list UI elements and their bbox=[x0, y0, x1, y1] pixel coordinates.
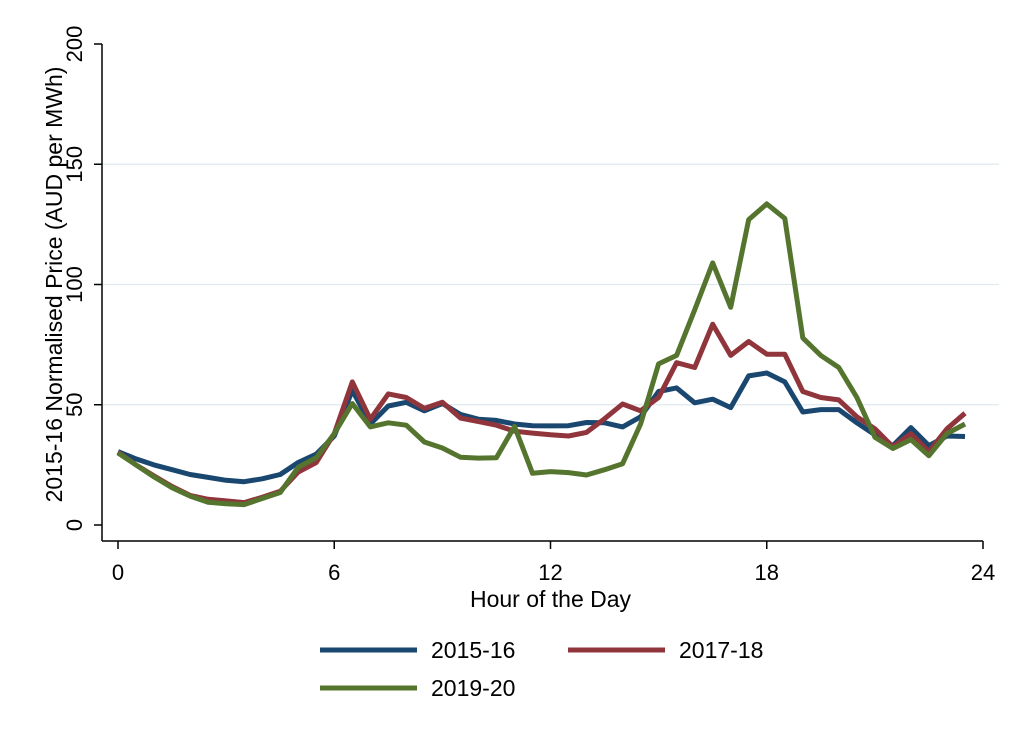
gridlines bbox=[102, 163, 999, 406]
y-tick-label: 200 bbox=[62, 26, 87, 63]
x-tick-label: 0 bbox=[112, 560, 124, 585]
y-axis-ticks: 0 50 100 150 200 bbox=[62, 26, 102, 531]
series-line-2019-20 bbox=[116, 201, 967, 508]
x-tick-label: 6 bbox=[328, 560, 340, 585]
axes bbox=[101, 44, 983, 542]
x-axis-title: Hour of the Day bbox=[470, 586, 632, 612]
legend-label: 2015-16 bbox=[431, 637, 515, 663]
x-axis-ticks: 0 6 12 18 24 bbox=[112, 541, 995, 585]
series-line-2015-16 bbox=[117, 370, 966, 485]
series-lines bbox=[116, 201, 967, 508]
y-tick-label: 0 bbox=[62, 519, 87, 531]
legend: 2015-16 2017-18 2019-20 bbox=[320, 637, 763, 701]
x-tick-label: 24 bbox=[971, 560, 995, 585]
y-axis-title: 2015-16 Normalised Price (AUD per MWh) bbox=[41, 67, 67, 503]
y-tick-label: 150 bbox=[62, 146, 87, 183]
legend-label: 2017-18 bbox=[679, 637, 763, 663]
y-tick-label: 100 bbox=[62, 266, 87, 303]
legend-label: 2019-20 bbox=[431, 675, 515, 701]
y-tick-label: 50 bbox=[62, 393, 87, 417]
x-tick-label: 18 bbox=[755, 560, 779, 585]
x-tick-label: 12 bbox=[538, 560, 562, 585]
